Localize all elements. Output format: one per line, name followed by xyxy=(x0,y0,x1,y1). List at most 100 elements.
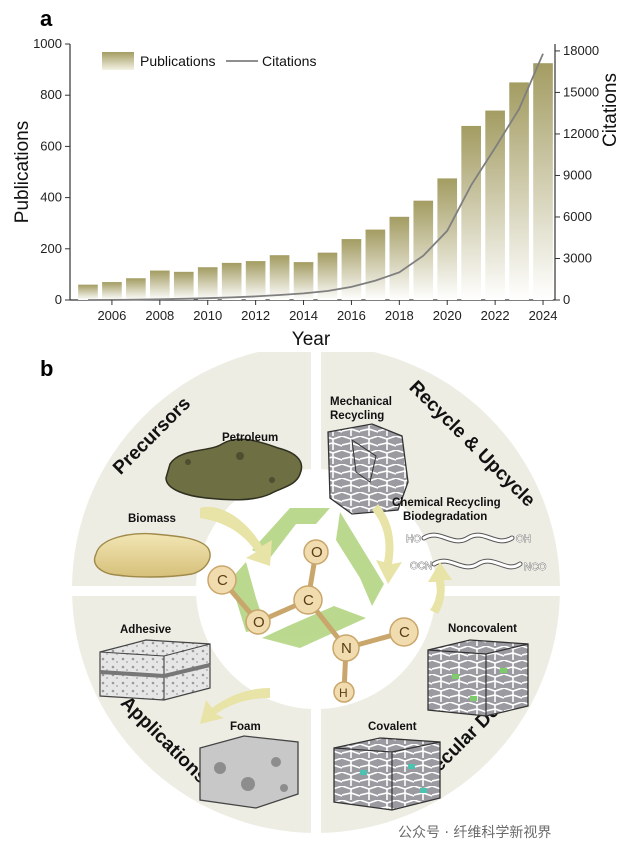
atom-c-left-label: C xyxy=(217,572,228,589)
left-tick-label: 800 xyxy=(40,87,62,102)
mechanical-recycling-label-line2: Recycling xyxy=(330,410,384,422)
atom-o-carbonyl-label: O xyxy=(311,544,323,561)
x-tick-label: 2024 xyxy=(529,308,558,323)
plot-frame xyxy=(69,44,556,301)
x-tick-label: 2016 xyxy=(337,308,366,323)
left-axis-title: Publications xyxy=(12,121,33,223)
publications-bars xyxy=(78,63,553,301)
x-axis-ticks: 2006 2008 2010 2012 2014 2016 2018 2020 2022 2024 xyxy=(97,300,557,323)
bar-2006 xyxy=(102,282,122,300)
right-tick-label: 12000 xyxy=(563,126,599,141)
legend-publications-swatch xyxy=(102,52,134,70)
isocyanate-chain xyxy=(431,558,523,570)
bar-2016 xyxy=(341,239,362,300)
mechanical-recycling-illustration xyxy=(327,423,409,515)
right-tick-label: 15000 xyxy=(563,84,599,99)
adhesive-label: Adhesive xyxy=(120,624,171,636)
flow-arrow-precursors xyxy=(200,506,272,566)
left-tick-label: 0 xyxy=(55,292,62,307)
covalent-label: Covalent xyxy=(368,721,417,733)
bar-2010 xyxy=(197,267,218,300)
x-tick-label: 2008 xyxy=(145,308,174,323)
bar-2007 xyxy=(126,278,146,300)
polyurethane-lifecycle-diagram: b Precursors Recycle & Upcycle Molecular… xyxy=(40,352,560,833)
bar-2023 xyxy=(509,82,529,301)
bar-2014 xyxy=(293,262,314,300)
atom-o-ester xyxy=(245,609,271,635)
x-tick-label: 2006 xyxy=(97,308,126,323)
foam-illustration xyxy=(199,735,299,809)
atom-n-label: N xyxy=(341,640,352,657)
citations-line xyxy=(87,53,544,301)
left-axis-ticks: 0 200 400 600 800 1000 xyxy=(33,36,70,307)
atom-h-label: H xyxy=(339,686,348,700)
bar-2020 xyxy=(437,178,458,300)
watermark: 公众号 · 纤维科学新视界 xyxy=(398,825,552,841)
flow-arrow-recycle xyxy=(372,504,402,584)
panel-a-letter: a xyxy=(40,6,53,31)
bar-2024 xyxy=(533,63,553,301)
bar-2015 xyxy=(317,252,338,300)
left-tick-label: 1000 xyxy=(33,36,62,51)
right-tick-label: 3000 xyxy=(563,250,592,265)
chain-ho-label: HO xyxy=(406,534,421,545)
bar-2019 xyxy=(413,200,434,300)
right-axis-title: Citations xyxy=(600,73,621,147)
panel-b-letter: b xyxy=(40,356,53,381)
legend: Publications Citations xyxy=(102,52,316,70)
molecule-atoms: C O O C N C H xyxy=(207,539,419,703)
noncovalent-label: Noncovalent xyxy=(448,623,517,635)
covalent-cube xyxy=(333,737,441,811)
bar-2012 xyxy=(245,261,266,300)
foam-label: Foam xyxy=(230,721,261,733)
bar-2008 xyxy=(150,270,170,300)
noncovalent-cube xyxy=(427,639,529,717)
publications-citations-chart: a 0 200 400 600 800 1000 0 3000 6000 9000 12000 15… xyxy=(12,6,621,350)
legend-publications-label: Publications xyxy=(140,53,216,69)
atom-c-right xyxy=(389,617,419,647)
bar-2017 xyxy=(365,229,386,300)
x-tick-label: 2018 xyxy=(385,308,414,323)
biodegradation-label: Biodegradation xyxy=(403,511,487,523)
atom-h xyxy=(333,681,355,703)
recycle-arrow-right xyxy=(336,512,384,606)
flow-arrow-design xyxy=(428,562,452,614)
atom-n xyxy=(332,634,360,662)
mechanical-recycling-label-line1: Mechanical xyxy=(330,396,392,408)
x-tick-label: 2020 xyxy=(433,308,462,323)
atom-c-left xyxy=(207,565,237,595)
bar-2005 xyxy=(78,284,98,300)
recycle-arrow-bottom xyxy=(262,606,366,648)
flow-arrow-applications xyxy=(200,688,270,724)
petroleum-illustration xyxy=(165,438,303,501)
x-tick-label: 2010 xyxy=(193,308,222,323)
adhesive-illustration xyxy=(99,639,211,701)
atom-o-carbonyl xyxy=(303,539,329,565)
bar-2009 xyxy=(173,271,194,300)
atom-c-right-label: C xyxy=(399,624,410,641)
left-tick-label: 400 xyxy=(40,190,62,205)
left-tick-label: 600 xyxy=(40,138,62,153)
polyol-chain xyxy=(421,532,515,544)
atom-c-center xyxy=(293,585,323,615)
right-tick-label: 0 xyxy=(563,292,570,307)
x-tick-label: 2022 xyxy=(481,308,510,323)
bar-2013 xyxy=(269,255,290,300)
x-axis-title: Year xyxy=(292,329,331,350)
chain-ocn-label: OCN xyxy=(410,561,432,572)
bar-2022 xyxy=(485,110,505,300)
bar-2018 xyxy=(389,216,410,300)
left-tick-label: 200 xyxy=(40,241,62,256)
right-axis-ticks: 0 3000 6000 9000 12000 15000 18000 xyxy=(555,43,599,307)
x-tick-label: 2012 xyxy=(241,308,270,323)
chemical-recycling-label: Chemical Recycling xyxy=(392,497,501,509)
right-tick-label: 18000 xyxy=(563,43,599,58)
right-tick-label: 6000 xyxy=(563,209,592,224)
atom-c-center-label: C xyxy=(303,592,314,609)
petroleum-label: Petroleum xyxy=(222,432,278,444)
biomass-illustration xyxy=(93,532,211,578)
chain-nco-label: NCO xyxy=(524,562,546,573)
biomass-label: Biomass xyxy=(128,513,176,525)
atom-o-ester-label: O xyxy=(253,614,265,631)
bar-2021 xyxy=(461,125,481,300)
